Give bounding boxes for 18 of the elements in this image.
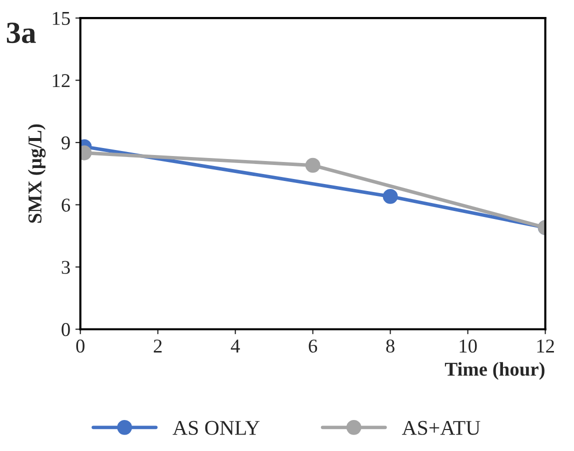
legend-label: AS ONLY — [172, 420, 260, 435]
x-tick-label: 6 — [308, 340, 318, 353]
chart-title: 3a — [6, 22, 36, 44]
y-tick-label: 15 — [52, 12, 70, 25]
y-tick-label: 9 — [62, 136, 70, 150]
y-axis-title: SMX (µg/L) — [28, 124, 46, 223]
y-tick-label: 12 — [52, 74, 70, 88]
x-tick-label: 2 — [154, 340, 162, 352]
legend-label: AS+ATU — [402, 420, 480, 435]
x-tick-label: 4 — [230, 340, 240, 352]
y-tick-label: 3 — [62, 260, 70, 274]
y-tick-label: 6 — [62, 198, 70, 212]
x-tick-label: 10 — [460, 340, 477, 353]
x-tick-label: 8 — [386, 340, 394, 353]
x-axis-title: Time (hour) — [444, 362, 544, 380]
y-tick-label: 0 — [62, 323, 70, 336]
x-tick-label: 12 — [537, 340, 554, 352]
x-tick-label: 0 — [76, 340, 84, 353]
